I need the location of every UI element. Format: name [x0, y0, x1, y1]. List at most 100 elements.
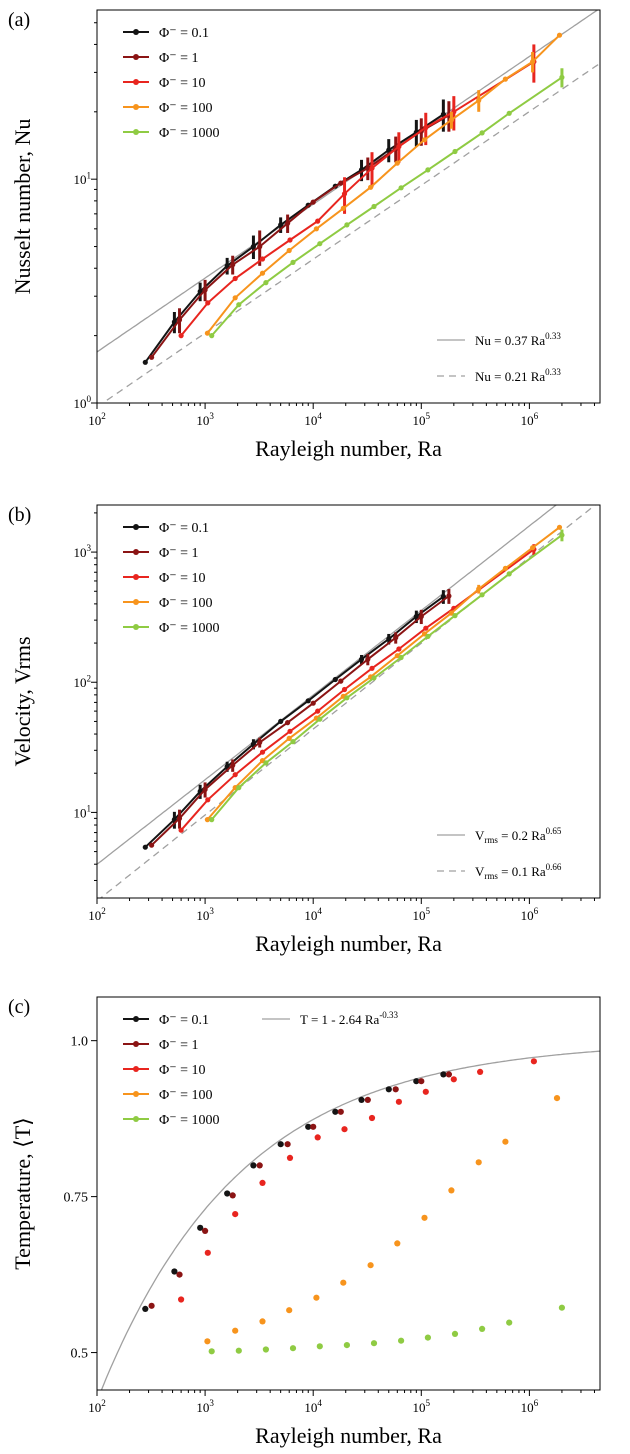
legend-marker — [133, 1091, 139, 1097]
x-tick-label: 104 — [304, 906, 322, 923]
data-point — [396, 646, 402, 652]
data-point — [393, 635, 399, 641]
legend-label: Φ⁻ = 100 — [159, 596, 213, 611]
fit-legend-label: Nu = 0.37 Ra0.33 — [475, 331, 561, 348]
y-tick-label: 1.0 — [71, 1035, 89, 1050]
legend-label: Φ⁻ = 100 — [159, 1088, 213, 1103]
data-point — [178, 827, 184, 833]
panel-label: (b) — [8, 504, 31, 526]
data-point — [149, 842, 155, 848]
data-point — [424, 1334, 431, 1341]
data-point — [340, 205, 346, 211]
data-point — [421, 1214, 428, 1221]
legend-label: Φ⁻ = 10 — [159, 571, 206, 586]
data-point — [371, 675, 377, 681]
data-point — [425, 633, 431, 640]
x-tick-label: 106 — [521, 1398, 539, 1415]
data-point — [208, 1348, 215, 1355]
legend-item: Φ⁻ = 1 — [123, 1038, 199, 1053]
data-point — [446, 593, 452, 599]
data-point — [232, 295, 238, 301]
fit-line-1 — [100, 1050, 600, 1390]
data-point — [398, 654, 404, 661]
y-axis-label: Nusselt number, Nu — [10, 119, 35, 295]
legend-item: Φ⁻ = 0.1 — [123, 26, 209, 41]
data-point — [418, 613, 424, 620]
data-point — [386, 147, 392, 153]
data-point — [286, 735, 292, 742]
data-point — [235, 1347, 242, 1354]
data-point — [142, 1305, 149, 1312]
fit-legend-label: T = 1 - 2.64 Ra-0.33 — [300, 1010, 399, 1027]
data-point — [257, 739, 263, 746]
data-point — [305, 1123, 312, 1130]
legend-item: Φ⁻ = 10 — [123, 571, 206, 586]
x-axis: 102 103 104 105 106 Rayleigh number, Ra — [88, 1390, 595, 1448]
series-2 — [148, 1071, 452, 1309]
data-point — [209, 333, 215, 339]
data-point — [394, 160, 400, 166]
data-point — [440, 1071, 447, 1078]
series-group — [142, 524, 565, 850]
panel-label: (c) — [8, 996, 30, 1018]
data-point — [559, 74, 565, 80]
panel-a: (a) 102 103 104 105 106 Rayleigh number, Ra 100… — [8, 9, 601, 461]
legend-item: Φ⁻ = 0.1 — [123, 1013, 209, 1028]
data-point — [440, 111, 446, 117]
data-point — [202, 1227, 209, 1234]
data-point — [556, 524, 563, 530]
data-point — [314, 1134, 321, 1141]
fit-line-1 — [97, 10, 599, 353]
legend-marker — [133, 1116, 139, 1122]
y-tick-label: 103 — [73, 543, 91, 560]
data-point — [176, 1271, 183, 1278]
data-point — [310, 700, 316, 706]
data-point — [338, 678, 344, 684]
x-tick-label: 102 — [88, 1398, 106, 1415]
data-point — [476, 97, 482, 103]
data-point — [445, 1071, 452, 1078]
fit-legend: Nu = 0.37 Ra0.33 Nu = 0.21 Ra0.33 — [437, 331, 561, 384]
x-axis-label: Rayleigh number, Ra — [255, 931, 442, 956]
x-tick-label: 103 — [196, 906, 214, 923]
fit-lines — [100, 1050, 600, 1390]
data-point — [423, 125, 429, 131]
data-point — [340, 1279, 347, 1286]
legend-item: Φ⁻ = 0.1 — [123, 521, 209, 536]
data-point — [316, 1343, 323, 1350]
legend-label: Φ⁻ = 10 — [159, 76, 206, 91]
series-3 — [178, 44, 537, 339]
y-axis-label: Velocity, Vrms — [10, 636, 35, 766]
legend-label: Φ⁻ = 10 — [159, 1063, 206, 1078]
data-point — [396, 143, 402, 150]
data-point — [289, 1345, 297, 1352]
axes-frame — [96, 9, 601, 404]
x-tick-label: 105 — [413, 1398, 431, 1415]
data-point — [310, 199, 316, 205]
data-point — [259, 749, 266, 755]
series-line — [150, 595, 450, 846]
legend-marker — [133, 1066, 139, 1072]
series-line — [180, 548, 535, 831]
data-point — [263, 280, 269, 286]
legend-label: Φ⁻ = 1000 — [159, 126, 220, 141]
data-point — [337, 1108, 344, 1115]
series-4 — [204, 32, 563, 336]
fit-legend-item: T = 1 - 2.64 Ra-0.33 — [262, 1010, 399, 1027]
data-point — [315, 218, 321, 224]
data-point — [285, 720, 291, 726]
series-3 — [178, 1058, 538, 1303]
fit-legend-item: Vrms = 0.2 Ra0.65 — [437, 826, 562, 845]
x-tick-label: 104 — [304, 1398, 322, 1415]
legend-marker — [133, 79, 139, 85]
data-point — [394, 1240, 401, 1247]
data-point — [205, 300, 211, 306]
x-tick-label: 106 — [521, 906, 539, 923]
data-point — [259, 1179, 266, 1186]
series-2 — [149, 589, 452, 848]
data-point — [317, 241, 323, 247]
data-point — [341, 191, 348, 197]
data-point — [142, 359, 148, 365]
data-point — [209, 817, 215, 823]
